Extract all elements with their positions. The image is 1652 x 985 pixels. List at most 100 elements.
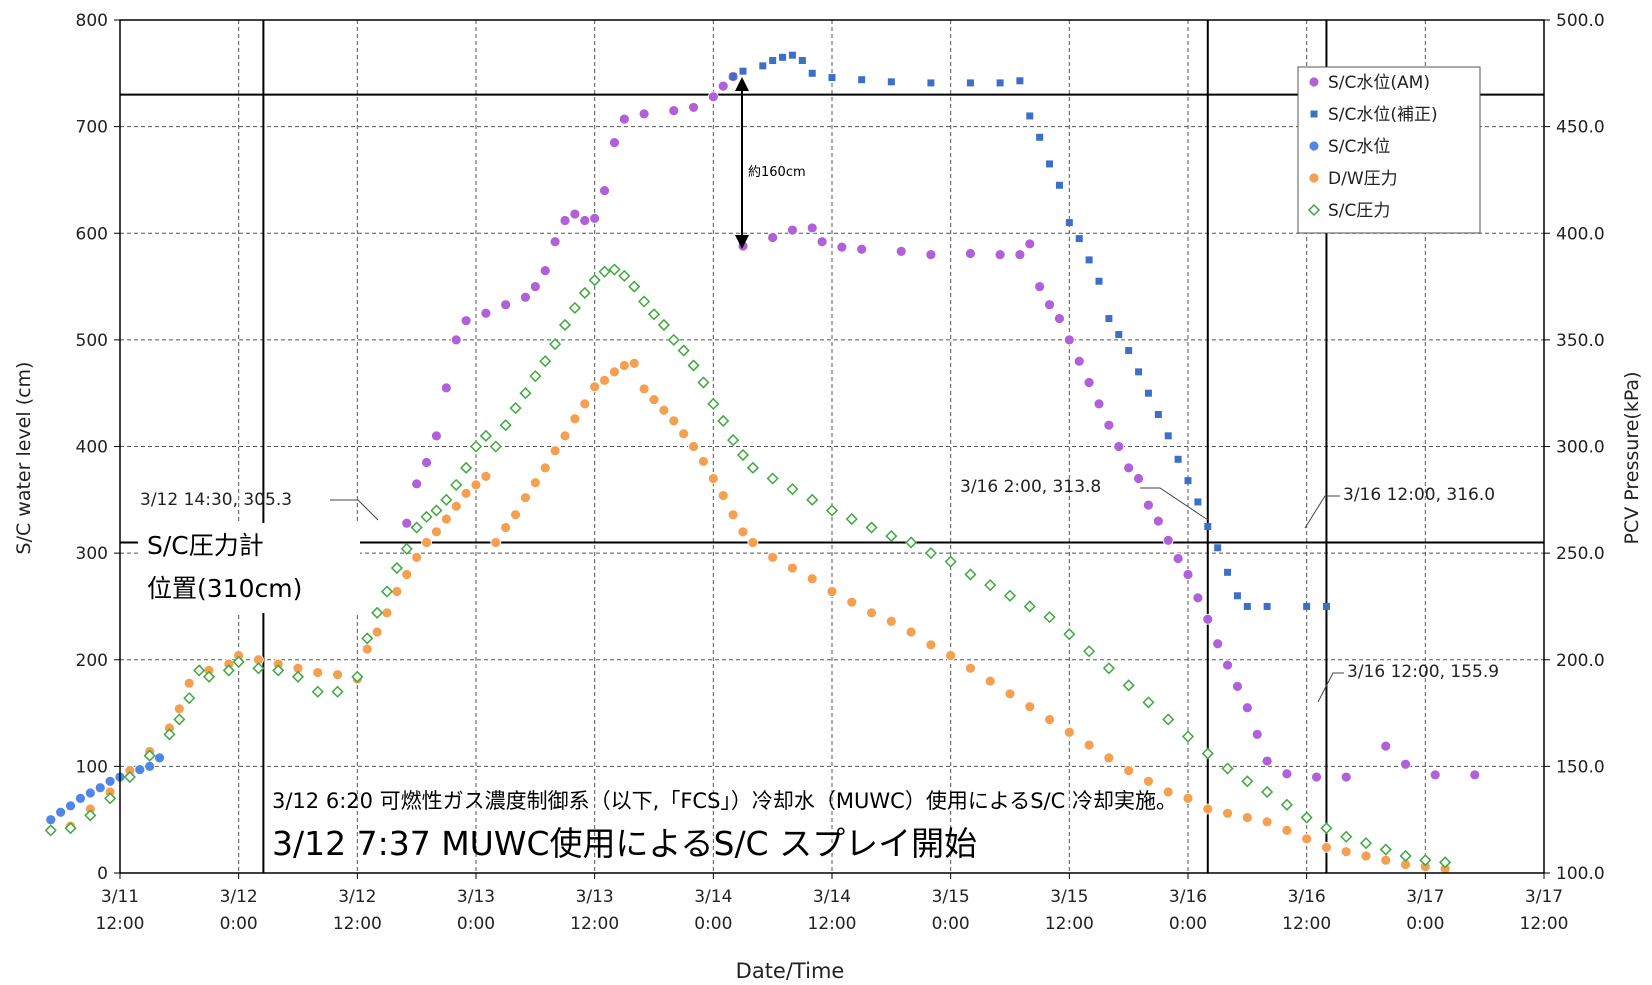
series-1 [729, 51, 1330, 610]
data-point [828, 74, 836, 82]
data-point [945, 650, 957, 661]
data-point [539, 265, 551, 276]
y-left-tick-label: 400 [76, 438, 108, 458]
data-point [1054, 313, 1065, 324]
data-point [549, 236, 561, 248]
data-point [1135, 368, 1143, 376]
data-point [727, 434, 740, 447]
data-point [421, 537, 432, 548]
data-point [1123, 765, 1135, 777]
data-point [520, 291, 531, 303]
data-point [390, 561, 403, 575]
legend-marker [1308, 172, 1320, 184]
data-point [638, 383, 650, 395]
data-point [500, 522, 512, 533]
y-right-axis-title: PCV Pressure(kPa) [1621, 372, 1643, 545]
note-1: 3/12 6:20 可燃性ガス濃度制御系（以下,「FCS」）冷却水（MUWC）使… [272, 789, 1177, 813]
axes: 0 100 200 300 400 500 600 700 800 100.0 150.0 200.0… [76, 11, 1605, 934]
data-point [1322, 602, 1330, 610]
data-point [361, 643, 373, 655]
data-point [739, 67, 747, 75]
data-point [400, 542, 413, 555]
data-point [1280, 798, 1293, 811]
data-point [1123, 462, 1135, 474]
data-point [1181, 730, 1195, 743]
data-point [1419, 854, 1432, 867]
data-point [1303, 602, 1311, 610]
data-point [1241, 702, 1253, 714]
x-tick-time: 0:00 [1406, 914, 1444, 934]
data-point [489, 440, 502, 453]
callout-label-1: 3/12 14:30, 305.3 [140, 490, 292, 510]
data-point [1182, 792, 1194, 804]
data-point [569, 413, 581, 425]
x-tick-date: 3/13 [576, 887, 614, 907]
legend-marker [1308, 140, 1320, 152]
data-point [183, 692, 196, 705]
x-tick-time: 12:00 [808, 914, 857, 934]
data-point [1241, 812, 1253, 823]
data-point [1162, 786, 1174, 798]
data-point [1034, 281, 1046, 292]
y-right-tick-label: 250.0 [1556, 544, 1605, 564]
data-point [381, 607, 393, 619]
y-right-tick-label: 300.0 [1556, 438, 1605, 458]
data-point [638, 295, 651, 308]
data-point [737, 240, 749, 252]
data-point [549, 445, 561, 457]
legend-label: D/W圧力 [1328, 169, 1398, 189]
x-tick-date: 3/17 [1525, 887, 1563, 907]
data-point [668, 105, 680, 117]
data-point [558, 318, 572, 332]
data-point [779, 53, 787, 61]
legend: S/C水位(AM) S/C水位(補正) S/C水位 D/W圧力 S/C圧力 [1297, 66, 1481, 234]
data-point [589, 381, 601, 393]
data-point [202, 670, 216, 683]
data-point [1232, 681, 1243, 692]
data-point [1174, 455, 1182, 463]
data-point [609, 137, 620, 149]
y-right-tick-label: 450.0 [1556, 118, 1605, 138]
x-tick-date: 3/13 [457, 887, 495, 907]
data-point [431, 526, 442, 538]
data-point [154, 752, 165, 764]
data-point [737, 526, 749, 538]
data-point [895, 245, 907, 257]
data-point [559, 430, 571, 442]
data-point [568, 301, 581, 314]
data-point [1202, 803, 1214, 815]
level-label-bg [138, 523, 360, 613]
data-point [1065, 219, 1073, 227]
data-point [717, 414, 730, 427]
y-right-tick-label: 200.0 [1556, 651, 1605, 671]
series-3 [45, 357, 1451, 875]
data-point [232, 655, 245, 668]
data-point [1103, 419, 1115, 431]
level-label-line1: S/C圧力計 [147, 531, 264, 560]
callout-leader-3 [1304, 495, 1340, 529]
data-point [460, 315, 472, 327]
data-point [856, 243, 868, 255]
data-point [1083, 645, 1096, 658]
annotations: S/C圧力計 位置(310cm) 3/12 14:30, 305.3 3/16 … [138, 77, 1499, 863]
data-point [391, 586, 403, 597]
data-point [808, 69, 816, 77]
data-point [143, 749, 156, 762]
data-point [144, 760, 156, 772]
data-point [410, 521, 423, 534]
data-point [222, 664, 235, 677]
data-point [1340, 771, 1352, 783]
data-point [1221, 762, 1234, 775]
note-2: 3/12 7:37 MUWC使用によるS/C スプレイ開始 [272, 824, 977, 863]
x-tick-date: 3/17 [1406, 887, 1444, 907]
data-point [1192, 592, 1204, 604]
x-tick-date: 3/14 [694, 887, 732, 907]
data-point [1300, 811, 1313, 824]
data-point [1113, 441, 1125, 452]
data-point [698, 456, 709, 467]
data-point [599, 374, 610, 386]
data-point [826, 586, 838, 597]
data-point [44, 824, 57, 837]
data-point [252, 662, 265, 675]
data-point [499, 419, 512, 432]
